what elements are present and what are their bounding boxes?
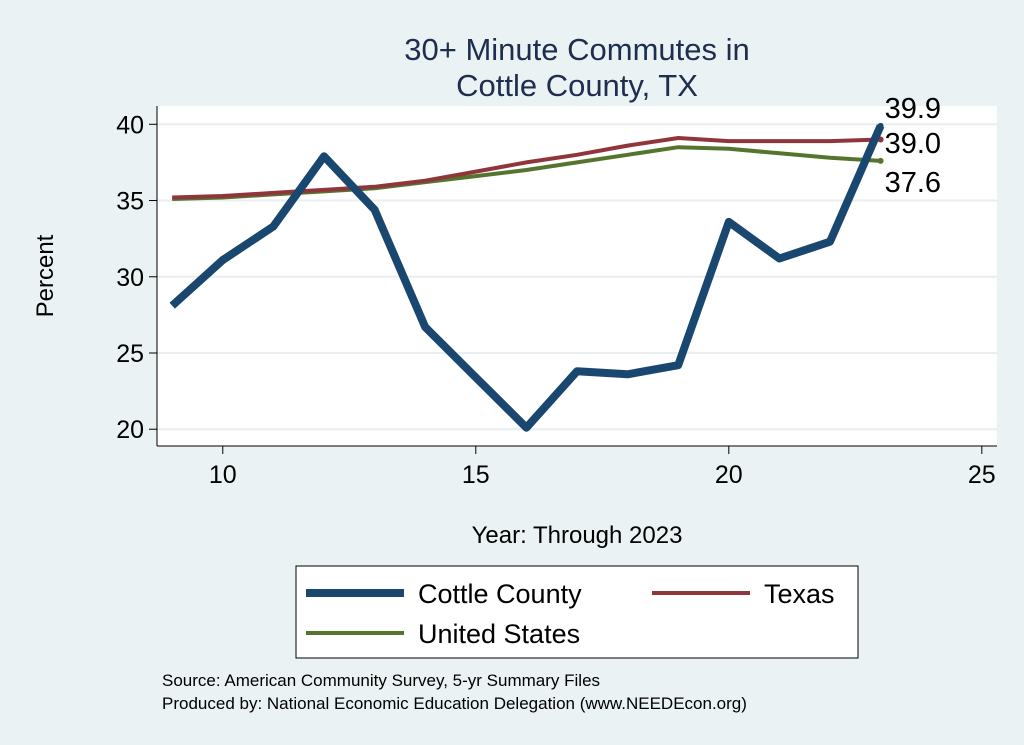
x-tick-label-10: 10 [209,461,237,489]
legend-box [295,565,859,659]
x-tick-label-20: 20 [715,461,743,489]
end-labels: 39.939.0 37.6 [885,93,941,199]
y-tick-label-35: 35 [116,188,144,216]
legend-label-united-states: United States [418,619,580,649]
series-line-cottle-county [169,124,885,432]
y-tick-label-25: 25 [116,340,144,368]
y-tick-label-20: 20 [116,416,144,444]
x-tick-label-15: 15 [462,461,490,489]
x-tick-label-25: 25 [968,461,996,489]
y-axis-title: Percent [32,234,59,317]
legend-label-texas: Texas [764,579,835,609]
series-line-texas [172,136,881,200]
legend-label-cottle-county: Cottle County [418,579,582,609]
end-label-united-states: 37.6 [885,167,941,199]
end-marker-united-states [877,157,884,164]
x-axis-title: Year: Through 2023 [472,522,683,549]
producer-note: Produced by: National Economic Education… [162,694,747,713]
chart-title-line-1: 30+ Minute Commutes in [404,32,749,67]
y-ticks: 20 25 30 35 40 [116,111,157,444]
y-tick-label-40: 40 [116,111,144,139]
end-marker-cottle-county [877,122,884,129]
source-note: Source: American Community Survey, 5-yr … [162,671,600,690]
end-label-texas: 39.0 [885,128,941,160]
y-tick-label-30: 30 [116,264,144,292]
x-ticks: 10 15 20 25 [209,446,996,489]
chart-title-line-2: Cottle County, TX [456,68,698,103]
end-label-cottle-county: 39.9 [885,93,941,125]
series-layer [169,122,885,432]
